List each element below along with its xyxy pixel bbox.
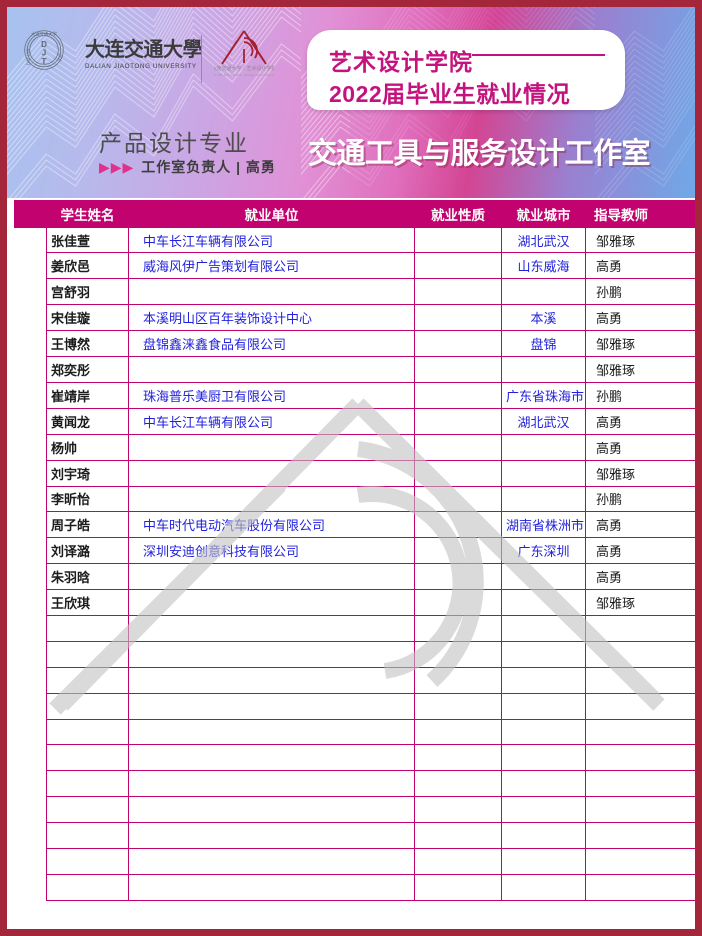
svg-text:1956: 1956: [58, 53, 63, 62]
svg-text:DALIAN: DALIAN: [25, 49, 30, 65]
svg-text:大连交通大學: 大连交通大學: [85, 37, 202, 61]
svg-text:DALIAN JIAOTONG UNIVERSITY: DALIAN JIAOTONG UNIVERSITY: [85, 63, 197, 70]
svg-text:SCHOOL OF ART AND DESIGN, DALI: SCHOOL OF ART AND DESIGN, DALIAN JIAOTON…: [214, 73, 274, 77]
svg-text:大连交通大学: 大连交通大学: [31, 31, 57, 38]
svg-text:大连交通大学｜艺术设计学院: 大连交通大学｜艺术设计学院: [214, 65, 274, 72]
svg-text:T: T: [42, 57, 47, 66]
